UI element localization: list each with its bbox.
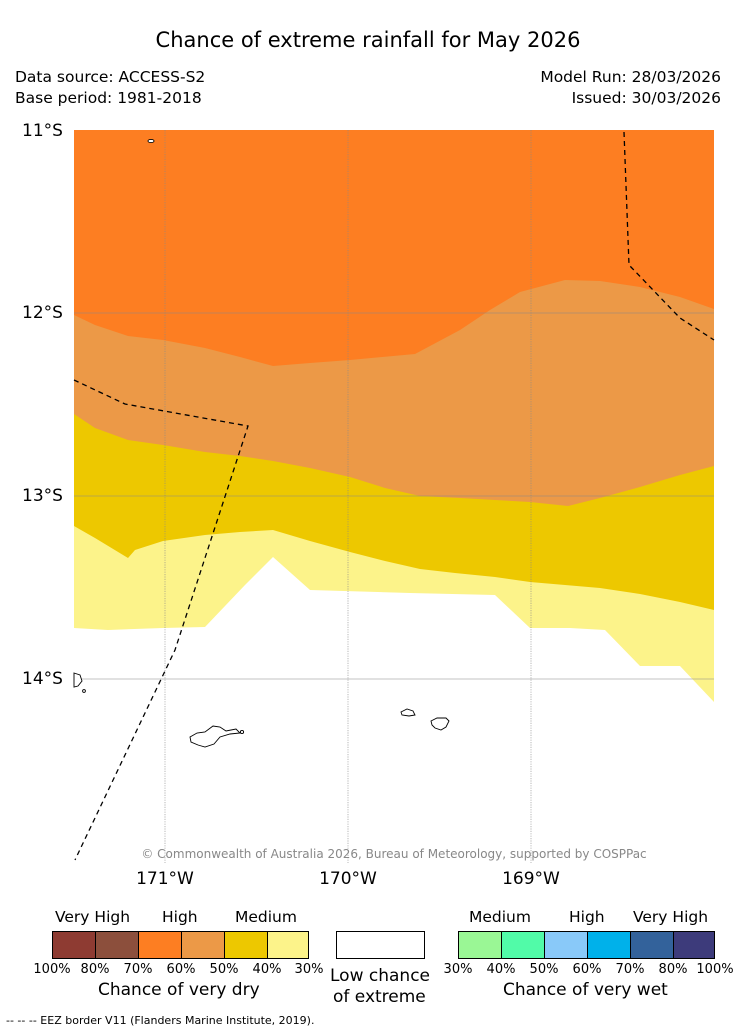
issued-date: Issued: 30/03/2026 — [571, 89, 721, 107]
lon-label-169w: 169°W — [502, 869, 560, 889]
graticule — [74, 130, 714, 863]
lat-label-12s: 12°S — [22, 303, 63, 323]
eez-footnote: -- -- -- EEZ border V11 (Flanders Marine… — [6, 1014, 315, 1027]
dry-tick: 30% — [294, 962, 324, 977]
copyright-notice: © Commonwealth of Australia 2026, Bureau… — [141, 847, 647, 861]
island-tau — [430, 717, 450, 731]
wet-tick: 80% — [658, 962, 688, 977]
dry-swatch-50-60 — [181, 931, 224, 959]
rainfall-map — [73, 130, 715, 863]
wet-level-high: High — [569, 908, 605, 926]
dry-swatch-60-70 — [138, 931, 181, 959]
wet-tick: 50% — [529, 962, 559, 977]
dry-swatch-80-100 — [52, 931, 95, 959]
islands — [73, 138, 450, 748]
wet-tick: 40% — [486, 962, 516, 977]
dry-level-very-high: Very High — [55, 908, 131, 926]
wet-caption: Chance of very wet — [503, 980, 668, 1000]
dry-caption: Chance of very dry — [98, 980, 260, 1000]
dry-tick: 70% — [123, 962, 153, 977]
wet-level-medium: Medium — [469, 908, 531, 926]
wet-tick: 70% — [615, 962, 645, 977]
island-swains — [147, 138, 155, 144]
island-savaii-edge — [73, 672, 83, 688]
wet-level-very-high: Very High — [633, 908, 709, 926]
lat-label-14s: 14°S — [22, 669, 63, 689]
zone-dry-60-70 — [74, 130, 714, 366]
eez-border — [73, 131, 715, 861]
wet-swatch-30-40 — [458, 931, 501, 959]
dry-level-high: High — [162, 908, 198, 926]
island-tutuila — [189, 725, 241, 748]
dry-level-medium: Medium — [235, 908, 297, 926]
wet-swatch-60-70 — [587, 931, 630, 959]
wet-swatch-80-100 — [673, 931, 715, 959]
dry-swatch-30-40 — [267, 931, 309, 959]
low-chance-caption-2: of extreme — [333, 987, 426, 1007]
wet-swatch-70-80 — [630, 931, 673, 959]
lat-label-11s: 11°S — [22, 121, 63, 141]
dry-tick: 50% — [209, 962, 239, 977]
island-ofu-olosega — [400, 708, 416, 717]
map-title: Chance of extreme rainfall for May 2026 — [155, 28, 581, 52]
low-chance-swatch — [336, 931, 425, 959]
wet-swatch-50-60 — [544, 931, 587, 959]
base-period: Base period: 1981-2018 — [15, 89, 202, 107]
lon-label-170w: 170°W — [319, 869, 377, 889]
wet-tick: 60% — [572, 962, 602, 977]
dry-swatch-70-80 — [95, 931, 138, 959]
low-chance-caption-1: Low chance — [330, 966, 430, 986]
dry-tick: 60% — [166, 962, 196, 977]
dry-tick: 100% — [33, 962, 71, 977]
model-run: Model Run: 28/03/2026 — [540, 68, 721, 86]
lat-label-13s: 13°S — [22, 486, 63, 506]
dry-swatch-40-50 — [224, 931, 267, 959]
wet-swatch-40-50 — [501, 931, 544, 959]
wet-tick: 30% — [443, 962, 473, 977]
island-aunuu — [239, 729, 245, 735]
dry-tick: 80% — [80, 962, 110, 977]
lon-label-171w: 171°W — [136, 869, 194, 889]
islet — [82, 689, 86, 693]
dry-tick: 40% — [252, 962, 282, 977]
data-source: Data source: ACCESS-S2 — [15, 68, 206, 86]
wet-tick: 100% — [696, 962, 734, 977]
